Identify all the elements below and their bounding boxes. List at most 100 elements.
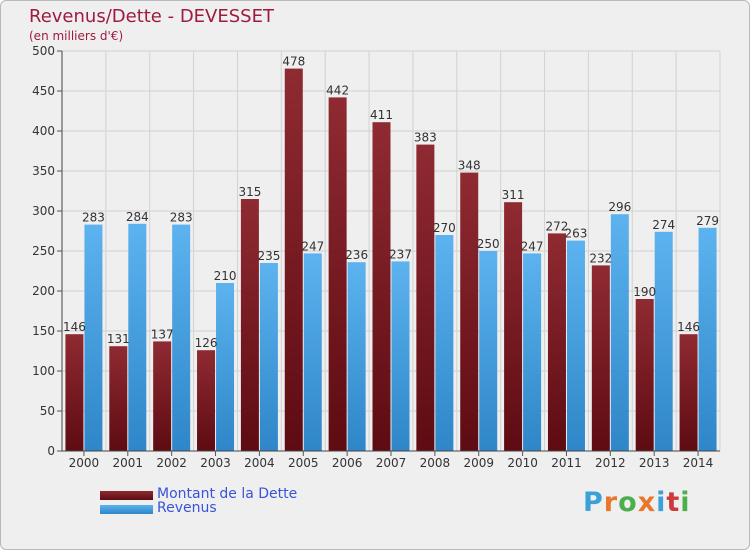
data-label-revenus-2011: 263 <box>565 227 588 241</box>
data-label-revenus-2001: 284 <box>126 210 149 224</box>
data-label-revenus-2009: 250 <box>477 237 500 251</box>
data-label-debt-2005: 478 <box>282 55 305 69</box>
bar-revenus-2000 <box>84 224 103 451</box>
logo-letter: i <box>656 487 667 518</box>
y-tick-label: 0 <box>47 444 55 458</box>
bar-debt-2013 <box>635 299 654 451</box>
bar-revenus-2006 <box>347 262 366 451</box>
logo-letter: t <box>666 487 681 518</box>
y-tick-label: 200 <box>32 284 55 298</box>
data-label-debt-2008: 383 <box>414 131 437 145</box>
bar-revenus-2009 <box>479 251 498 451</box>
legend-label-revenus: Revenus <box>157 500 217 516</box>
bar-revenus-2011 <box>566 240 585 451</box>
x-tick-label: 2000 <box>69 456 100 470</box>
y-tick-label: 50 <box>40 404 55 418</box>
bar-debt-2008 <box>416 144 435 451</box>
x-tick-label: 2002 <box>156 456 187 470</box>
data-label-revenus-2004: 235 <box>257 249 280 263</box>
bar-revenus-2008 <box>435 235 454 451</box>
y-tick-label: 500 <box>32 44 55 58</box>
x-tick-label: 2003 <box>200 456 231 470</box>
y-tick-label: 100 <box>32 364 55 378</box>
y-tick-label: 250 <box>32 244 55 258</box>
data-label-revenus-2002: 283 <box>170 211 193 225</box>
bar-debt-2001 <box>109 346 128 451</box>
legend-swatch-debt <box>100 491 153 500</box>
logo-letter: i <box>680 487 691 518</box>
bar-revenus-2001 <box>128 223 147 451</box>
bar-debt-2000 <box>65 334 84 451</box>
data-label-debt-2009: 348 <box>458 159 481 173</box>
logo-letter: P <box>583 487 604 518</box>
chart-subtitle: (en milliers d'€) <box>29 29 124 43</box>
data-label-debt-2010: 311 <box>502 188 525 202</box>
data-label-debt-2000: 146 <box>63 320 86 334</box>
bar-debt-2003 <box>197 350 216 451</box>
data-label-debt-2001: 131 <box>107 332 130 346</box>
x-tick-label: 2009 <box>463 456 494 470</box>
y-tick-label: 150 <box>32 324 55 338</box>
bar-debt-2012 <box>591 265 610 451</box>
data-label-revenus-2007: 237 <box>389 247 412 261</box>
bar-revenus-2007 <box>391 261 410 451</box>
x-tick-label: 2001 <box>113 456 144 470</box>
data-label-revenus-2006: 236 <box>345 248 368 262</box>
bar-revenus-2002 <box>172 224 191 451</box>
data-label-debt-2003: 126 <box>195 336 218 350</box>
data-label-revenus-2013: 274 <box>652 218 675 232</box>
logo-letter: o <box>618 487 638 518</box>
x-tick-label: 2007 <box>376 456 407 470</box>
data-label-revenus-2003: 210 <box>214 269 237 283</box>
data-label-revenus-2000: 283 <box>82 211 105 225</box>
y-tick-label: 400 <box>32 124 55 138</box>
data-label-revenus-2012: 296 <box>608 200 631 214</box>
x-tick-label: 2010 <box>507 456 538 470</box>
bar-debt-2005 <box>284 68 303 451</box>
legend-swatch-revenus <box>100 505 153 514</box>
proxiti-logo: Proxiti <box>583 487 691 518</box>
logo-letter: r <box>603 487 619 518</box>
bar-debt-2009 <box>460 172 479 451</box>
data-label-debt-2014: 146 <box>677 320 700 334</box>
bar-debt-2014 <box>679 334 698 451</box>
data-label-debt-2002: 137 <box>151 327 174 341</box>
data-label-revenus-2005: 247 <box>301 239 324 253</box>
data-label-debt-2011: 272 <box>546 219 569 233</box>
bar-debt-2004 <box>240 199 259 451</box>
x-tick-label: 2005 <box>288 456 319 470</box>
bar-debt-2011 <box>547 233 566 451</box>
logo-letter: x <box>637 487 657 518</box>
data-label-revenus-2010: 247 <box>521 239 544 253</box>
bar-revenus-2012 <box>610 214 629 451</box>
legend-label-debt: Montant de la Dette <box>157 486 298 502</box>
bar-debt-2010 <box>504 202 523 451</box>
bar-revenus-2005 <box>303 253 322 451</box>
x-tick-label: 2014 <box>683 456 714 470</box>
data-label-debt-2012: 232 <box>589 251 612 265</box>
x-tick-label: 2011 <box>551 456 582 470</box>
bar-revenus-2004 <box>259 263 278 451</box>
data-label-revenus-2014: 279 <box>696 214 719 228</box>
chart-title: Revenus/Dette - DEVESSET <box>29 6 274 27</box>
bar-revenus-2003 <box>216 283 235 451</box>
data-label-revenus-2008: 270 <box>433 221 456 235</box>
data-label-debt-2013: 190 <box>633 285 656 299</box>
y-tick-label: 450 <box>32 84 55 98</box>
x-tick-label: 2013 <box>639 456 670 470</box>
data-label-debt-2006: 442 <box>326 83 349 97</box>
x-tick-label: 2008 <box>420 456 451 470</box>
x-tick-label: 2012 <box>595 456 626 470</box>
bar-debt-2007 <box>372 122 391 451</box>
data-label-debt-2007: 411 <box>370 108 393 122</box>
data-label-debt-2004: 315 <box>238 185 261 199</box>
bar-revenus-2013 <box>654 231 673 451</box>
bar-revenus-2014 <box>698 227 717 451</box>
x-tick-label: 2004 <box>244 456 275 470</box>
bar-debt-2006 <box>328 97 347 452</box>
y-tick-label: 300 <box>32 204 55 218</box>
x-tick-label: 2006 <box>332 456 363 470</box>
bar-debt-2002 <box>153 341 172 451</box>
